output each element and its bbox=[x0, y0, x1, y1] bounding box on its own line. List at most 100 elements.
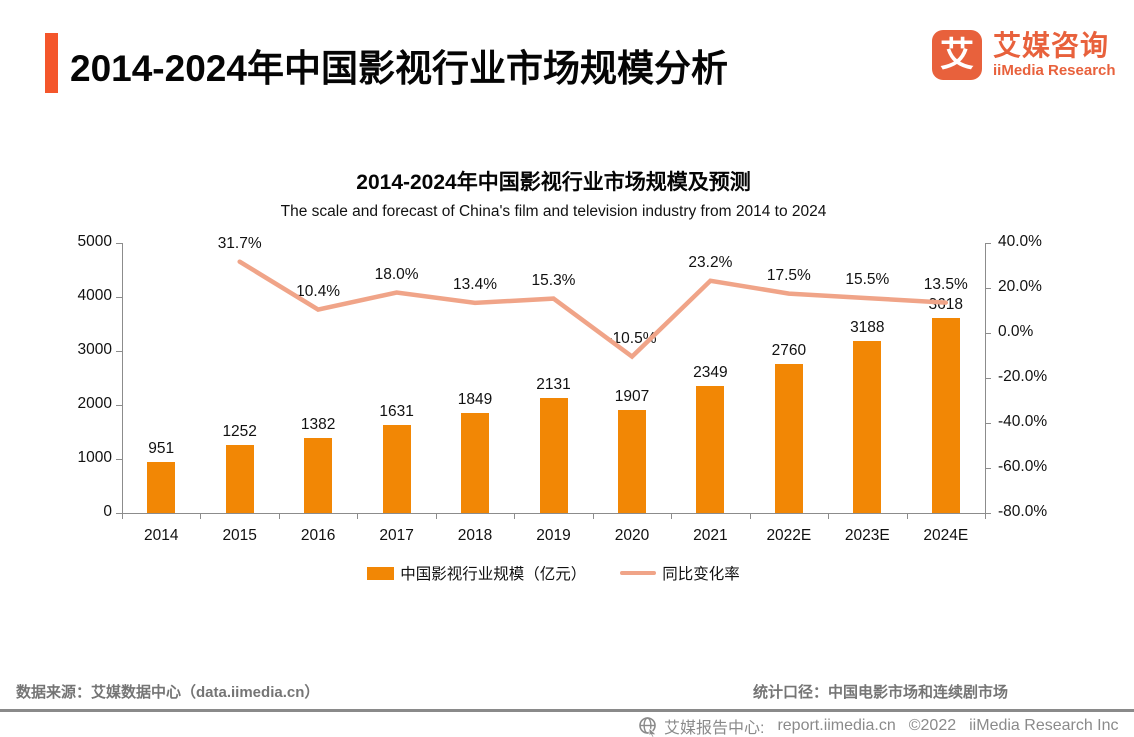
chart-subtitle: The scale and forecast of China's film a… bbox=[280, 203, 827, 220]
x-label-2018: 2018 bbox=[457, 527, 493, 544]
logo-glyph: 艾 bbox=[940, 36, 974, 75]
statistic-scope-note: 统计口径：中国电影市场和连续剧市场 bbox=[752, 684, 1008, 701]
line-point-label: 23.2% bbox=[688, 253, 733, 271]
x-axis-tick bbox=[671, 513, 673, 519]
brand-name-cn: 艾媒咨询 bbox=[993, 30, 1110, 61]
left-axis-labels: 5000 4000 3000 2000 1000 0 bbox=[30, 233, 112, 520]
right-axis-tick-label: 0.0% bbox=[998, 323, 1034, 340]
line-point-label: 13.5% bbox=[923, 275, 968, 293]
brand-name-en: iiMedia Research bbox=[993, 62, 1116, 80]
bar-2019 bbox=[539, 397, 568, 513]
left-axis-tick-label: 2000 bbox=[77, 395, 112, 412]
bottom-divider bbox=[0, 709, 1134, 712]
x-axis-tick bbox=[122, 513, 123, 519]
x-axis-category-labels: 2014 2015 2016 2017 2018 2019 2020 2021 2022E 202… bbox=[122, 527, 985, 547]
right-axis-tick-label: -60.0% bbox=[998, 458, 1048, 475]
line-point-label: 15.5% bbox=[845, 271, 890, 289]
right-axis-tick bbox=[985, 288, 991, 289]
left-axis-tick-label: 3000 bbox=[77, 341, 112, 358]
legend-line-label: 同比变化率 bbox=[662, 566, 740, 583]
bar-value-label: 1252 bbox=[222, 423, 257, 441]
x-axis-tick bbox=[906, 513, 908, 519]
line-point-label: 10.4% bbox=[296, 282, 341, 300]
left-axis-tick bbox=[116, 405, 122, 406]
line-point-label: 13.4% bbox=[453, 275, 497, 293]
x-label-2023E: 2023E bbox=[844, 527, 890, 544]
x-label-2015: 2015 bbox=[222, 527, 257, 544]
legend-line-swatch bbox=[620, 570, 657, 576]
right-axis-tick-label: 20.0% bbox=[998, 278, 1042, 295]
bottom-bar: 艾媒报告中心: report.iimedia.cn ©2022 iiMedia … bbox=[637, 714, 1119, 737]
legend-item-bar: 中国影视行业规模（亿元） bbox=[367, 562, 586, 584]
right-axis-tick-label: -80.0% bbox=[998, 503, 1048, 520]
legend-bar-swatch bbox=[367, 566, 395, 580]
bar-value-label: 2760 bbox=[771, 341, 807, 359]
x-axis-tick bbox=[592, 513, 594, 519]
right-axis-tick bbox=[985, 333, 991, 334]
line-point-label: 15.3% bbox=[531, 271, 576, 289]
growth-rate-line bbox=[237, 259, 949, 360]
bar-2018 bbox=[461, 413, 490, 513]
left-axis-tick bbox=[116, 513, 122, 514]
x-axis-tick bbox=[749, 513, 751, 519]
line-point-label: 18.0% bbox=[374, 265, 419, 283]
x-label-2021: 2021 bbox=[693, 527, 728, 544]
bar-2021 bbox=[696, 386, 725, 513]
right-axis-tick-label: -40.0% bbox=[998, 413, 1048, 430]
x-axis-tick bbox=[357, 513, 359, 519]
bar-2016 bbox=[304, 438, 333, 513]
chart-title: 2014-2024年中国影视行业市场规模及预测 bbox=[356, 171, 751, 194]
x-axis-tick bbox=[985, 513, 986, 519]
bar-2020 bbox=[617, 410, 646, 513]
right-axis-tick bbox=[985, 243, 991, 244]
bar-2014 bbox=[147, 461, 176, 513]
x-label-2024E: 2024E bbox=[923, 527, 969, 544]
right-axis-tick bbox=[985, 513, 991, 514]
right-axis-tick bbox=[985, 423, 991, 424]
report-center-url: report.iimedia.cn bbox=[777, 717, 896, 734]
x-label-2022E: 2022E bbox=[766, 527, 812, 544]
x-axis-tick bbox=[514, 513, 516, 519]
bar-value-label: 2131 bbox=[536, 375, 571, 393]
bar-2024E bbox=[931, 317, 960, 513]
right-axis-tick bbox=[985, 378, 991, 379]
left-axis-tick-label: 0 bbox=[103, 503, 112, 520]
x-axis-tick bbox=[200, 513, 202, 519]
bar-value-label: 1849 bbox=[457, 391, 493, 409]
x-axis-tick bbox=[435, 513, 437, 519]
right-axis-tick-label: 40.0% bbox=[998, 233, 1042, 250]
company-name: iiMedia Research Inc bbox=[969, 717, 1119, 734]
bar-value-label: 2349 bbox=[693, 364, 728, 382]
left-axis-tick bbox=[116, 459, 122, 460]
right-axis-tick bbox=[985, 468, 991, 469]
bar-value-label: 1907 bbox=[614, 388, 650, 406]
legend-item-line: 同比变化率 bbox=[620, 562, 740, 584]
x-axis-line bbox=[122, 513, 986, 514]
bar-value-label: 1382 bbox=[300, 416, 336, 434]
title-accent-bar bbox=[45, 33, 58, 93]
left-axis-tick-label: 5000 bbox=[77, 233, 112, 250]
left-axis-tick-label: 1000 bbox=[77, 449, 112, 466]
x-label-2014: 2014 bbox=[143, 527, 179, 544]
plot-area: 951 1252 1382 1631 1849 2131 1907 2349 2760 3188 3… bbox=[122, 235, 985, 513]
bar-value-label: 951 bbox=[148, 439, 175, 457]
left-axis-tick bbox=[116, 297, 122, 298]
iimedia-logo-icon: 艾 bbox=[932, 30, 982, 81]
left-axis-line bbox=[122, 243, 123, 513]
legend-bar-label: 中国影视行业规模（亿元） bbox=[400, 566, 587, 583]
left-axis-tick-label: 4000 bbox=[77, 287, 112, 304]
left-axis-tick bbox=[116, 351, 122, 352]
bar-value-label: 3188 bbox=[850, 318, 885, 336]
x-axis-tick bbox=[278, 513, 280, 519]
bar-2015 bbox=[225, 445, 254, 513]
x-label-2017: 2017 bbox=[379, 527, 414, 544]
brand-logo: 艾 艾媒咨询 iiMedia Research bbox=[932, 30, 1116, 81]
bar-2023E bbox=[853, 340, 882, 513]
copyright-text: ©2022 bbox=[908, 717, 957, 734]
x-label-2019: 2019 bbox=[536, 527, 571, 544]
line-point-label: 17.5% bbox=[766, 266, 811, 284]
left-axis-tick bbox=[116, 243, 122, 244]
page-title: 2014-2024年中国影视行业市场规模分析 bbox=[70, 48, 728, 89]
right-axis-tick-label: -20.0% bbox=[998, 368, 1048, 385]
